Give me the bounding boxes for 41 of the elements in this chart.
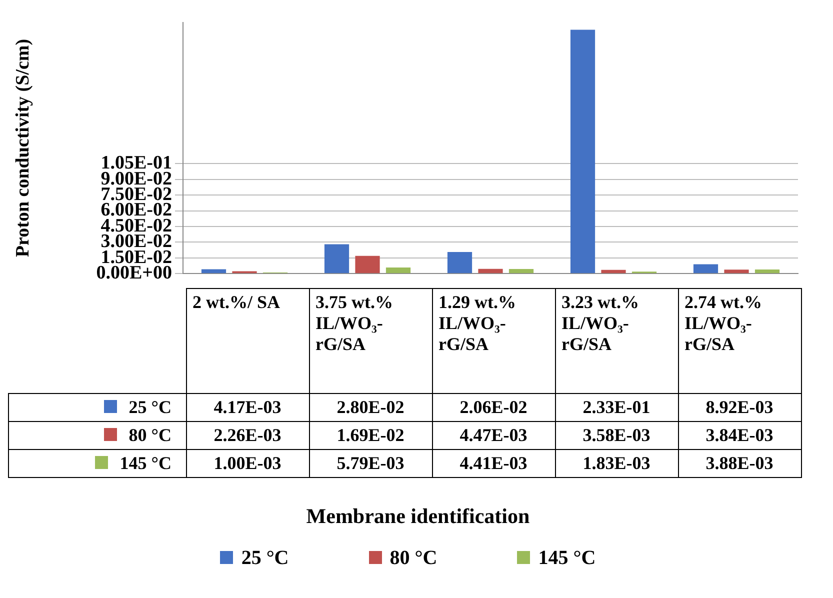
text: 145 °C <box>538 547 596 569</box>
y-axis-title: Proton conductivity (S/cm) <box>12 38 34 258</box>
x-tick-label: 3.23 wt.% IL/WO₃-rG/SA <box>555 288 678 394</box>
data-label: 2.33E-01 <box>555 394 678 422</box>
legend-label: 80 °C <box>8 422 186 450</box>
bar <box>355 256 380 274</box>
bar <box>447 252 472 274</box>
data-label: 2.06E-02 <box>432 394 555 422</box>
data-label: 1.00E-03 <box>186 450 309 478</box>
x-tick-label: 2 wt.%/ SA <box>186 288 309 394</box>
bar <box>754 270 780 274</box>
x-tick-label: 1.29 wt.% IL/WO₃-rG/SA <box>432 288 555 394</box>
data-label: 8.92E-03 <box>678 394 801 422</box>
data-label: 1.69E-02 <box>309 422 432 450</box>
bar <box>508 268 534 274</box>
bar <box>601 270 626 274</box>
bar <box>693 264 718 274</box>
data-label: 3.58E-03 <box>555 422 678 450</box>
bar <box>478 268 503 274</box>
legend-label: 25 °C <box>8 394 186 422</box>
x-tick-label: 2.74 wt.% IL/WO₃-rG/SA <box>678 288 801 394</box>
text: 25 °C <box>241 547 289 569</box>
data-label: 2.80E-02 <box>309 394 432 422</box>
data-label: 4.41E-03 <box>432 450 555 478</box>
data-label: 4.47E-03 <box>432 422 555 450</box>
data-label: 3.84E-03 <box>678 422 801 450</box>
data-label: 4.17E-03 <box>186 394 309 422</box>
text: 80 °C <box>390 547 438 569</box>
bar <box>324 244 350 274</box>
bar <box>201 269 226 274</box>
data-label: 2.26E-03 <box>186 422 309 450</box>
data-label: 3.88E-03 <box>678 450 801 478</box>
y-tick-label: 0.00E+00 <box>96 262 172 284</box>
data-label: 1.83E-03 <box>555 450 678 478</box>
bar <box>724 270 749 274</box>
data-label: 5.79E-03 <box>309 450 432 478</box>
bar <box>570 30 596 274</box>
x-tick-label: 3.75 wt.% IL/WO₃-rG/SA <box>309 288 432 394</box>
bar <box>386 268 411 274</box>
legend-label: 145 °C <box>8 450 186 478</box>
text: Membrane identification <box>305 504 531 529</box>
